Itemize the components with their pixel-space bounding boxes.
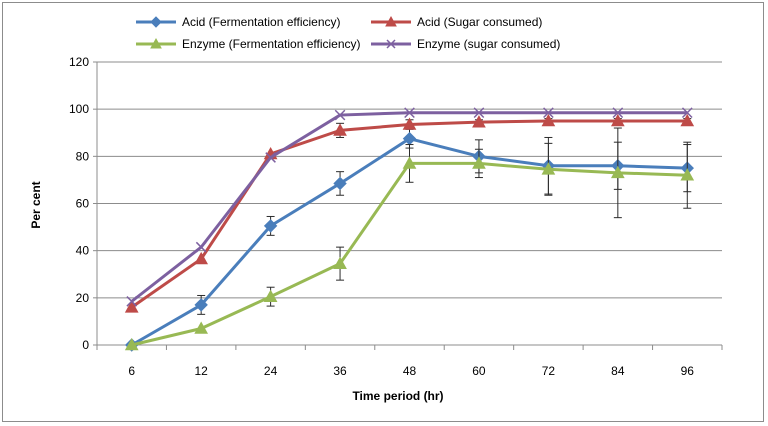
axes bbox=[93, 61, 723, 350]
y-axis-title: Per cent bbox=[29, 181, 43, 228]
legend-item: Acid (Sugar consumed) bbox=[371, 15, 542, 29]
x-tick-label: 24 bbox=[264, 364, 278, 378]
x-tick-label: 36 bbox=[333, 364, 347, 378]
y-tick-label: 20 bbox=[76, 291, 90, 305]
data-point bbox=[541, 113, 556, 127]
x-tick-label: 72 bbox=[542, 364, 556, 378]
y-tick-label: 120 bbox=[69, 55, 89, 69]
data-point bbox=[404, 107, 415, 119]
legend-item: Enzyme (sugar consumed) bbox=[371, 37, 560, 51]
x-tick-labels: 6 12 24 36 48 60 72 84 96 bbox=[128, 364, 694, 378]
legend-item: Enzyme (Fermentation efficiency) bbox=[136, 37, 361, 51]
x-tick-label: 96 bbox=[681, 364, 695, 378]
data-point bbox=[472, 115, 486, 128]
data-point-stroke bbox=[126, 296, 138, 307]
data-point bbox=[680, 113, 695, 127]
data-point bbox=[195, 241, 207, 253]
data-point bbox=[150, 16, 162, 28]
legend-label: Enzyme (sugar consumed) bbox=[417, 37, 560, 51]
data-point bbox=[124, 300, 139, 313]
data-point-stroke bbox=[334, 109, 346, 121]
data-point bbox=[402, 156, 417, 169]
data-point bbox=[541, 162, 556, 175]
y-tick-label: 0 bbox=[82, 338, 89, 352]
series-line bbox=[131, 161, 688, 347]
x-tick-label: 12 bbox=[194, 364, 208, 378]
data-point bbox=[610, 165, 625, 179]
data-point bbox=[263, 289, 278, 302]
data-point bbox=[124, 337, 139, 351]
data-point-stroke bbox=[681, 107, 693, 119]
data-point bbox=[543, 107, 554, 119]
y-tick-labels: 0 20 40 60 80 100 120 bbox=[69, 55, 89, 352]
x-axis-title: Time period (hr) bbox=[352, 389, 443, 403]
series-4 bbox=[126, 107, 693, 307]
chart-frame bbox=[2, 2, 764, 422]
legend-label: Acid (Sugar consumed) bbox=[417, 15, 542, 29]
data-point bbox=[334, 109, 346, 121]
y-tick-label: 100 bbox=[69, 102, 89, 116]
data-point bbox=[681, 107, 693, 119]
data-point-stroke bbox=[473, 107, 485, 119]
legend-label: Enzyme (Fermentation efficiency) bbox=[182, 37, 361, 51]
data-point bbox=[610, 113, 625, 127]
data-point-stroke bbox=[543, 107, 554, 119]
data-point bbox=[263, 219, 278, 233]
data-point bbox=[472, 156, 486, 169]
x-tick-label: 48 bbox=[403, 364, 417, 378]
data-point bbox=[194, 321, 209, 334]
data-point bbox=[333, 256, 347, 269]
x-tick-label: 6 bbox=[128, 364, 135, 378]
data-point bbox=[386, 39, 396, 49]
data-point-stroke bbox=[265, 152, 276, 163]
data-point bbox=[333, 123, 347, 136]
data-point bbox=[473, 107, 485, 119]
data-point-stroke bbox=[404, 107, 415, 119]
legend-item: Acid (Fermentation efficiency) bbox=[136, 15, 341, 29]
x-tick-label: 84 bbox=[611, 364, 625, 378]
y-tick-label: 80 bbox=[76, 149, 90, 163]
data-point bbox=[265, 152, 276, 163]
x-tick-label: 60 bbox=[472, 364, 486, 378]
data-point bbox=[194, 298, 208, 312]
data-point bbox=[612, 107, 624, 119]
data-point-stroke bbox=[195, 241, 207, 253]
legend-label: Acid (Fermentation efficiency) bbox=[182, 15, 341, 29]
data-point bbox=[150, 37, 162, 49]
data-point-stroke bbox=[612, 107, 624, 119]
y-tick-label: 40 bbox=[76, 244, 90, 258]
series-3 bbox=[124, 127, 695, 351]
y-tick-label: 60 bbox=[76, 197, 90, 211]
legend: Acid (Fermentation efficiency) Acid (Suga… bbox=[136, 15, 560, 51]
data-series bbox=[124, 107, 695, 352]
data-point bbox=[333, 176, 347, 191]
data-point bbox=[194, 251, 209, 265]
data-point bbox=[126, 296, 138, 307]
data-point bbox=[680, 168, 695, 181]
data-point-stroke bbox=[386, 39, 396, 49]
data-point bbox=[385, 15, 397, 27]
data-point bbox=[402, 117, 417, 130]
